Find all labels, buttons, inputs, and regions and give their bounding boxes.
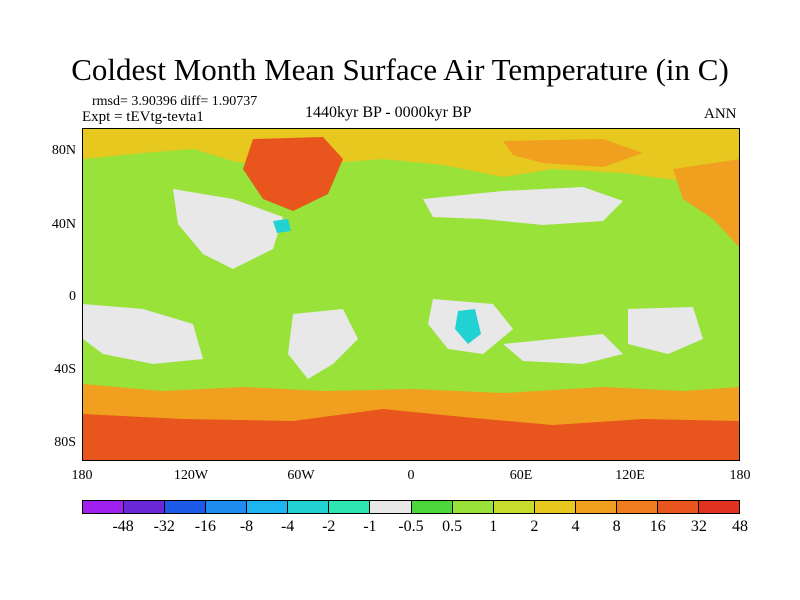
lat-tick-label: 80N xyxy=(51,143,76,158)
lon-tick-label: 180 xyxy=(71,468,93,483)
colorbar-tick-label: -8 xyxy=(239,518,254,535)
field-southern-africa-cold xyxy=(455,309,481,344)
colorbar-tick-label: -32 xyxy=(153,518,175,535)
colorbar-tick-label: 1 xyxy=(489,518,498,535)
field-hudson-cold xyxy=(273,219,291,233)
colorbar-swatch xyxy=(164,501,206,513)
colorbar-swatch xyxy=(574,501,616,513)
field-indian-ocean-neutral xyxy=(503,334,623,364)
map-panel xyxy=(82,128,740,461)
field-antarctic-hot xyxy=(83,409,739,460)
lat-tick-label: 40N xyxy=(51,217,76,232)
stats-text: rmsd= 3.90396 diff= 1.90737 xyxy=(92,94,258,109)
colorbar-swatch xyxy=(287,501,329,513)
lon-tick-label: 120W xyxy=(173,468,209,483)
colorbar-swatch xyxy=(697,501,739,513)
colorbar-swatch xyxy=(246,501,288,513)
colorbar-labels: -48 -32 -16 -8 -4 -2 -1 -0.5 0.5 1 2 4 8 16 32 48 xyxy=(82,518,748,538)
colorbar-swatch xyxy=(615,501,657,513)
lat-tick-label: 40S xyxy=(54,362,76,377)
colorbar-tick-label: 32 xyxy=(690,518,707,535)
field-east-pacific-neutral xyxy=(83,304,203,364)
lon-tick-label: 60E xyxy=(509,468,533,483)
colorbar-tick-label: -4 xyxy=(280,518,295,535)
lat-tick-label: 0 xyxy=(69,289,76,304)
field-australia-neutral xyxy=(628,307,703,354)
colorbar xyxy=(82,500,740,514)
colorbar-swatch xyxy=(83,501,124,513)
colorbar-swatch xyxy=(656,501,698,513)
colorbar-swatch xyxy=(492,501,534,513)
period-label: 1440kyr BP - 0000kyr BP xyxy=(305,104,472,121)
colorbar-tick-label: 48 xyxy=(732,518,748,535)
colorbar-tick-label: 0.5 xyxy=(442,518,463,535)
lon-tick-label: 120E xyxy=(615,468,645,483)
colorbar-tick-label: -2 xyxy=(322,518,336,535)
season-label: ANN xyxy=(704,106,737,122)
lon-tick-label: 180 xyxy=(729,468,751,483)
field-north-america-neutral xyxy=(173,189,283,269)
plot-title: Coldest Month Mean Surface Air Temperatu… xyxy=(71,52,729,87)
field-south-america-neutral xyxy=(288,309,358,379)
colorbar-tick-label: 16 xyxy=(649,518,666,535)
colorbar-swatch xyxy=(369,501,411,513)
lon-tick-label: 60W xyxy=(287,468,315,483)
colorbar-swatch xyxy=(451,501,493,513)
colorbar-swatch xyxy=(123,501,165,513)
colorbar-tick-label: -16 xyxy=(194,518,217,535)
colorbar-swatch xyxy=(410,501,452,513)
field-greenland-hot xyxy=(243,137,343,211)
colorbar-tick-label: 8 xyxy=(612,518,621,535)
field-siberia-warm xyxy=(503,139,643,167)
colorbar-swatch xyxy=(533,501,575,513)
lat-tick-label: 80S xyxy=(54,435,76,450)
field-alaska-warm xyxy=(673,159,739,247)
lon-tick-label: 0 xyxy=(407,468,415,483)
colorbar-tick-label: -48 xyxy=(112,518,134,535)
colorbar-swatch xyxy=(205,501,247,513)
colorbar-tick-label: -0.5 xyxy=(398,518,424,535)
colorbar-tick-label: 4 xyxy=(571,518,580,535)
colorbar-tick-label: 2 xyxy=(530,518,539,535)
colorbar-swatch xyxy=(328,501,370,513)
experiment-label: Expt = tEVtg-tevta1 xyxy=(82,109,204,125)
temperature-map xyxy=(83,129,739,460)
colorbar-tick-label: -1 xyxy=(363,518,377,535)
field-eurasia-neutral xyxy=(423,187,623,225)
